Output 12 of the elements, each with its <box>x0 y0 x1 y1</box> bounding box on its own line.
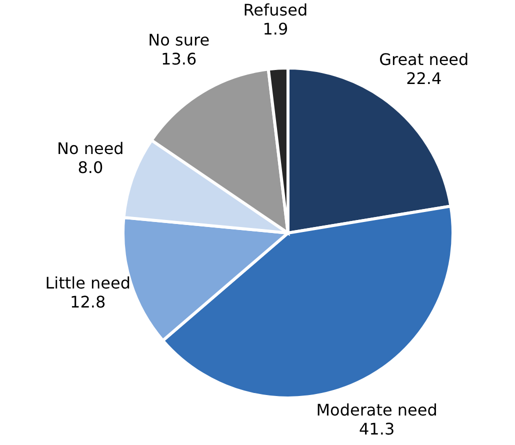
data-label: 22.4 <box>406 68 442 88</box>
slice-label: Refused <box>243 0 308 20</box>
slice-label: No need <box>57 138 124 158</box>
data-label: 13.6 <box>161 50 197 69</box>
data-label: 1.9 <box>262 19 288 38</box>
slice-label: Little need <box>45 274 131 293</box>
slice-label: Moderate need <box>316 400 438 420</box>
slice-label: Great need <box>379 50 469 69</box>
data-label: 41.3 <box>359 419 395 438</box>
data-label: 12.8 <box>70 292 106 312</box>
data-label: 8.0 <box>78 158 104 177</box>
slice-label: No sure <box>148 30 210 50</box>
